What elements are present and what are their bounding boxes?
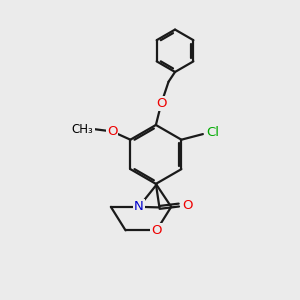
Text: Cl: Cl bbox=[206, 126, 219, 139]
Text: O: O bbox=[107, 125, 117, 138]
Text: N: N bbox=[134, 200, 144, 213]
Text: CH₃: CH₃ bbox=[72, 123, 94, 136]
Text: O: O bbox=[151, 224, 162, 237]
Text: O: O bbox=[156, 97, 166, 110]
Text: O: O bbox=[182, 199, 193, 212]
